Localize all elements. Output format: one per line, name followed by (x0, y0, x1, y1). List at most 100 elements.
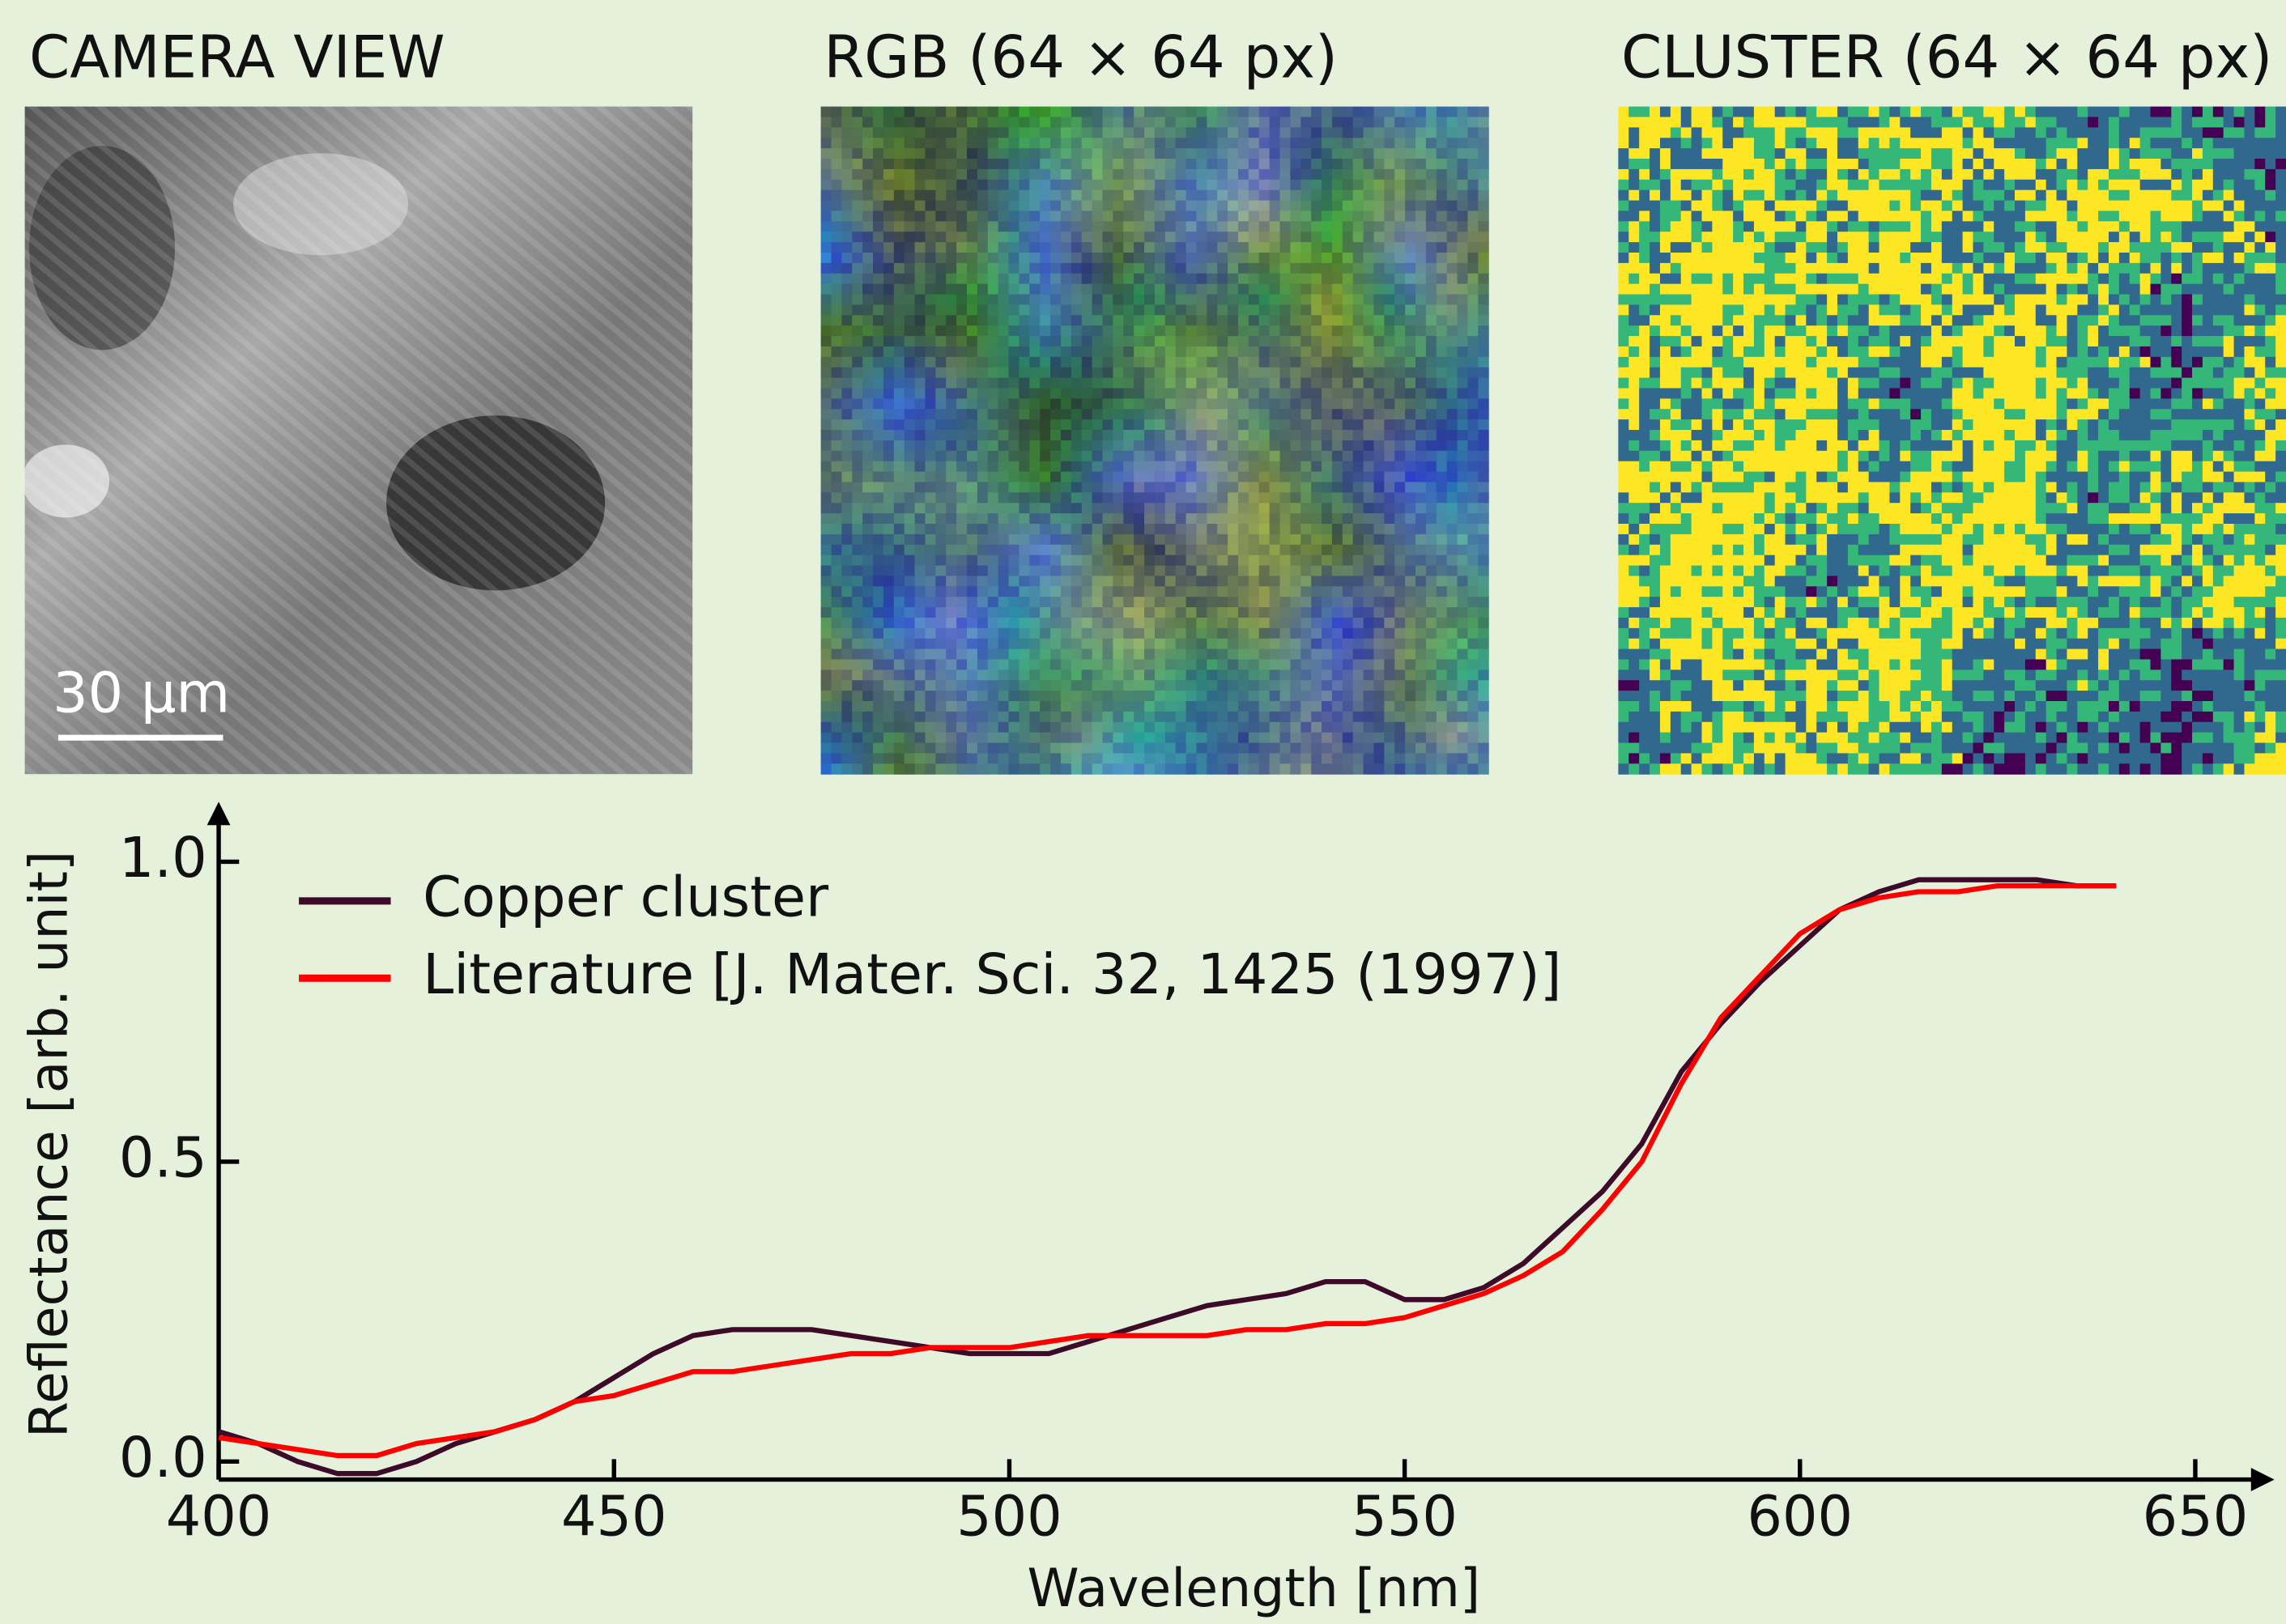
pixel (1186, 701, 1197, 712)
pixel (1405, 419, 1415, 430)
pixel (1238, 524, 1249, 534)
pixel (1437, 304, 1447, 315)
pixel (925, 472, 935, 483)
pixel (1102, 232, 1113, 242)
pixel (946, 503, 956, 513)
pixel (1754, 127, 1765, 138)
pixel (1467, 284, 1478, 295)
pixel (1228, 430, 1238, 440)
pixel (1217, 159, 1228, 169)
pixel (1196, 753, 1207, 763)
pixel (1259, 336, 1270, 346)
pixel (988, 743, 998, 754)
pixel (977, 388, 988, 398)
pixel (998, 659, 1009, 670)
pixel (2025, 117, 2036, 127)
pixel (1343, 304, 1353, 315)
pixel (894, 534, 905, 545)
pixel (1458, 430, 1468, 440)
pixel (2077, 107, 2088, 117)
pixel (977, 524, 988, 534)
pixel (1092, 680, 1103, 691)
pixel (1071, 210, 1082, 221)
pixel (1942, 148, 1952, 159)
pixel (862, 210, 873, 221)
pixel (967, 357, 977, 368)
pixel (1102, 566, 1113, 576)
pixel (1889, 180, 1900, 190)
pixel (1478, 545, 1488, 555)
pixel (1270, 649, 1280, 660)
pixel (1123, 190, 1134, 201)
pixel (1113, 336, 1123, 346)
pixel (1176, 242, 1186, 253)
pixel (1290, 461, 1301, 472)
pixel (1009, 722, 1020, 733)
pixel (1217, 649, 1228, 660)
pixel (1364, 733, 1374, 743)
pixel (1405, 430, 1415, 440)
pixel (915, 127, 926, 138)
pixel (998, 325, 1009, 336)
pixel (1259, 409, 1270, 419)
pixel (1384, 722, 1394, 733)
pixel (935, 117, 946, 127)
pixel (1692, 221, 1702, 232)
pixel (1270, 482, 1280, 492)
pixel (1019, 378, 1029, 389)
pixel (1405, 117, 1415, 127)
pixel (1134, 180, 1144, 190)
pixel (1040, 368, 1050, 378)
pixel (1478, 753, 1488, 763)
pixel (925, 545, 935, 555)
pixel (1311, 597, 1322, 607)
pixel (1134, 440, 1144, 451)
pixel (1373, 659, 1384, 670)
pixel (1259, 576, 1270, 586)
pixel (1467, 201, 1478, 211)
pixel (2057, 138, 2067, 148)
pixel (1447, 712, 1458, 722)
pixel (1660, 221, 1671, 232)
pixel (1384, 492, 1394, 503)
pixel (925, 712, 935, 722)
pixel (1343, 492, 1353, 503)
pixel (1343, 138, 1353, 148)
pixel (946, 451, 956, 461)
pixel (1364, 597, 1374, 607)
pixel (2046, 159, 2057, 169)
pixel (1415, 107, 1426, 117)
pixel (977, 419, 988, 430)
pixel (1280, 210, 1291, 221)
pixel (925, 409, 935, 419)
pixel (873, 524, 883, 534)
pixel (821, 368, 832, 378)
pixel (1415, 607, 1426, 618)
pixel (956, 242, 967, 253)
pixel (935, 409, 946, 419)
pixel (1270, 722, 1280, 733)
pixel (1249, 336, 1259, 346)
pixel (1176, 315, 1186, 325)
pixel (1029, 670, 1040, 680)
pixel (935, 607, 946, 618)
pixel (1270, 576, 1280, 586)
pixel (1249, 524, 1259, 534)
pixel (1931, 159, 1942, 169)
pixel (1082, 639, 1092, 649)
pixel (862, 107, 873, 117)
pixel (2088, 232, 2098, 242)
pixel (1447, 513, 1458, 524)
pixel (2265, 169, 2275, 180)
pixel (1019, 346, 1029, 357)
pixel (1394, 524, 1405, 534)
pixel (1155, 618, 1165, 628)
pixel (2203, 138, 2213, 148)
pixel (1009, 618, 1020, 628)
pixel (1176, 409, 1186, 419)
pixel (1447, 169, 1458, 180)
pixel (1029, 607, 1040, 618)
pixel (1889, 138, 1900, 148)
pixel (1373, 378, 1384, 389)
pixel (1394, 586, 1405, 597)
